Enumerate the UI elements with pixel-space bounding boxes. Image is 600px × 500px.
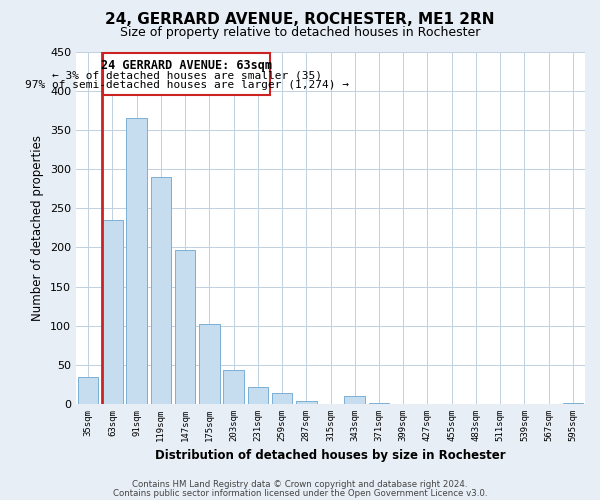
Bar xyxy=(272,393,292,404)
Bar xyxy=(151,177,171,404)
Bar xyxy=(175,250,196,404)
Y-axis label: Number of detached properties: Number of detached properties xyxy=(31,135,44,321)
Text: Size of property relative to detached houses in Rochester: Size of property relative to detached ho… xyxy=(120,26,480,39)
Bar xyxy=(296,401,317,404)
Bar xyxy=(344,396,365,404)
Bar xyxy=(127,118,147,404)
X-axis label: Distribution of detached houses by size in Rochester: Distribution of detached houses by size … xyxy=(155,450,506,462)
Text: 24, GERRARD AVENUE, ROCHESTER, ME1 2RN: 24, GERRARD AVENUE, ROCHESTER, ME1 2RN xyxy=(105,12,495,28)
Bar xyxy=(102,220,122,404)
Bar xyxy=(78,376,98,404)
Text: ← 3% of detached houses are smaller (35): ← 3% of detached houses are smaller (35) xyxy=(52,70,322,81)
Bar xyxy=(248,387,268,404)
Bar xyxy=(199,324,220,404)
Text: 24 GERRARD AVENUE: 63sqm: 24 GERRARD AVENUE: 63sqm xyxy=(101,60,272,72)
Text: Contains public sector information licensed under the Open Government Licence v3: Contains public sector information licen… xyxy=(113,488,487,498)
Text: 97% of semi-detached houses are larger (1,274) →: 97% of semi-detached houses are larger (… xyxy=(25,80,349,90)
Bar xyxy=(103,53,270,94)
Bar xyxy=(223,370,244,404)
Text: Contains HM Land Registry data © Crown copyright and database right 2024.: Contains HM Land Registry data © Crown c… xyxy=(132,480,468,489)
